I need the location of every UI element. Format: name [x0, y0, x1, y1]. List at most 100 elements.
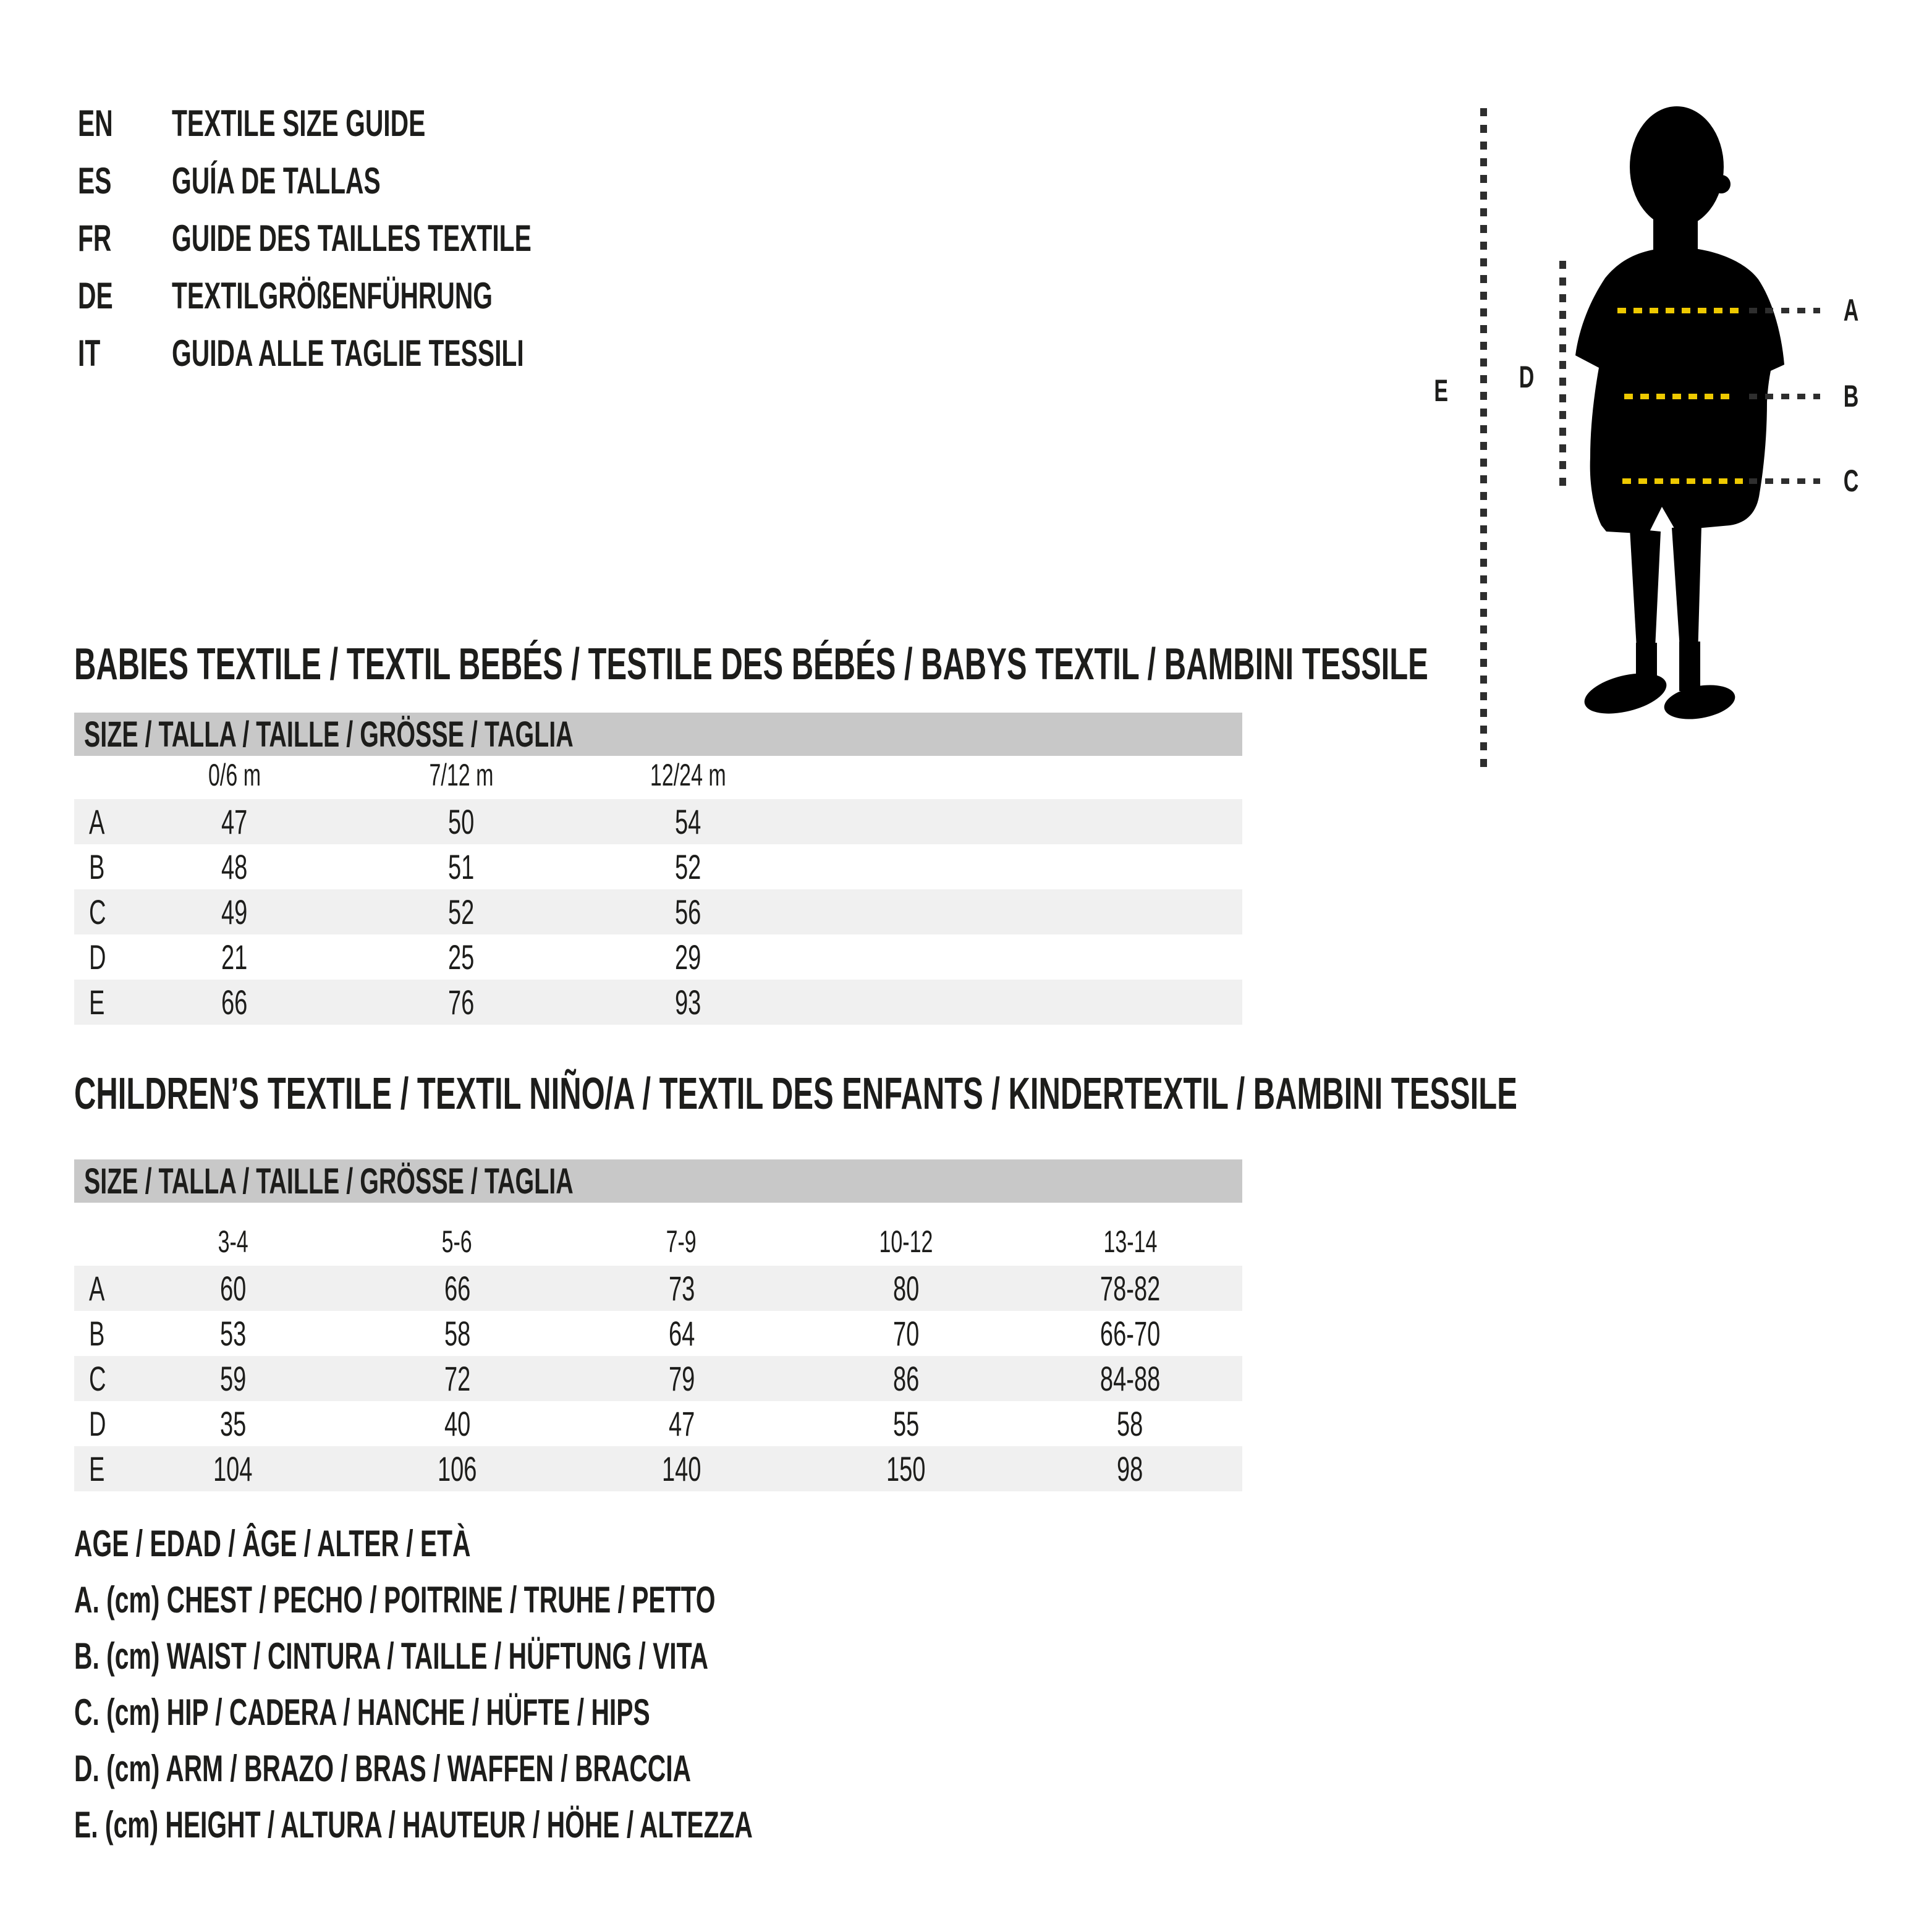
size-cell: 73 — [668, 1269, 695, 1308]
size-cell: 66 — [444, 1269, 470, 1308]
size-cell: 66 — [221, 983, 248, 1022]
size-cell: 59 — [219, 1359, 247, 1398]
size-cell: 51 — [448, 847, 475, 886]
size-cell: 93 — [675, 983, 701, 1022]
measure-label-B: B — [1843, 379, 1859, 413]
table-row: C 49 52 56 — [74, 889, 1242, 934]
legend-chest: A. (cm) CHEST / PECHO / POITRINE / TRUHE… — [74, 1579, 716, 1621]
size-cell: 76 — [448, 983, 475, 1022]
size-cell: 64 — [668, 1314, 695, 1353]
row-label: E — [89, 1449, 105, 1488]
size-cell: 58 — [444, 1314, 470, 1353]
size-cell: 52 — [448, 892, 475, 931]
hip-line-dark — [1749, 478, 1820, 484]
row-label: B — [89, 1314, 105, 1353]
size-cell: 140 — [661, 1449, 701, 1488]
size-cell: 80 — [892, 1269, 919, 1308]
lang-title: TEXTILE SIZE GUIDE — [172, 103, 426, 144]
lang-title: GUIDE DES TAILLES TEXTILE — [172, 218, 532, 259]
waist-line-dark — [1749, 394, 1820, 399]
legend-height: E. (cm) HEIGHT / ALTURA / HAUTEUR / HÖHE… — [74, 1804, 753, 1845]
size-cell: 52 — [675, 847, 701, 886]
table-row: B 48 51 52 — [74, 844, 1242, 889]
size-cell: 49 — [221, 892, 248, 931]
size-cell: 66-70 — [1099, 1314, 1161, 1353]
column-header: 10-12 — [879, 1224, 933, 1259]
lang-code: EN — [78, 103, 113, 144]
size-cell: 86 — [892, 1359, 919, 1398]
legend-age: AGE / EDAD / ÂGE / ALTER / ETÀ — [74, 1523, 471, 1564]
size-cell: 25 — [448, 938, 475, 977]
table-row: E 66 76 93 — [74, 980, 1242, 1025]
table-row: B 53 58 64 70 66-70 — [74, 1311, 1242, 1356]
size-cell: 98 — [1117, 1449, 1143, 1488]
row-label: C — [89, 892, 106, 931]
size-cell: 54 — [675, 802, 701, 841]
size-cell: 53 — [219, 1314, 247, 1353]
measure-label-D: D — [1519, 360, 1535, 394]
size-cell: 150 — [886, 1449, 926, 1488]
row-label: D — [89, 1404, 106, 1443]
column-header: 5-6 — [442, 1224, 473, 1259]
children-column-headers: 3-4 5-6 7-9 10-12 13-14 — [74, 1203, 1242, 1266]
lang-code: FR — [78, 218, 112, 259]
size-cell: 48 — [221, 847, 248, 886]
legend-arm: D. (cm) ARM / BRAZO / BRAS / WAFFEN / BR… — [74, 1748, 692, 1789]
size-cell: 84-88 — [1099, 1359, 1161, 1398]
children-size-table: SIZE / TALLA / TAILLE / GRÖSSE / TAGLIA … — [74, 1159, 1242, 1491]
table-row: D 21 25 29 — [74, 934, 1242, 980]
size-cell: 60 — [219, 1269, 247, 1308]
size-cell: 106 — [438, 1449, 477, 1488]
row-label: B — [89, 847, 105, 886]
size-cell: 55 — [892, 1404, 919, 1443]
size-cell: 47 — [668, 1404, 695, 1443]
size-cell: 104 — [213, 1449, 253, 1488]
lang-code: DE — [78, 275, 113, 316]
lang-code: ES — [78, 160, 112, 201]
row-label: D — [89, 938, 106, 977]
column-header: 3-4 — [218, 1224, 248, 1259]
babies-size-header-bar: SIZE / TALLA / TAILLE / GRÖSSE / TAGLIA — [74, 713, 1242, 756]
table-row: D 35 40 47 55 58 — [74, 1401, 1242, 1446]
size-cell: 79 — [668, 1359, 695, 1398]
column-header: 0/6 m — [208, 758, 261, 792]
chest-line-dark — [1749, 308, 1820, 313]
lang-title: GUIDA ALLE TAGLIE TESSILI — [172, 333, 524, 374]
size-cell: 35 — [219, 1404, 247, 1443]
size-cell: 56 — [675, 892, 701, 931]
row-label: A — [89, 1269, 105, 1308]
babies-column-headers: 0/6 m 7/12 m 12/24 m — [74, 756, 1242, 799]
size-cell: 78-82 — [1099, 1269, 1161, 1308]
size-cell: 40 — [444, 1404, 470, 1443]
column-header: 12/24 m — [650, 758, 726, 792]
measure-label-A: A — [1843, 293, 1859, 328]
row-label: C — [89, 1359, 106, 1398]
lang-code: IT — [78, 333, 101, 374]
height-measure-line-E — [1480, 108, 1487, 769]
measure-label-E: E — [1434, 373, 1449, 408]
size-cell: 58 — [1117, 1404, 1143, 1443]
column-header: 7/12 m — [429, 758, 494, 792]
table-row: E 104 106 140 150 98 — [74, 1446, 1242, 1491]
table-row: A 60 66 73 80 78-82 — [74, 1266, 1242, 1311]
babies-size-table: SIZE / TALLA / TAILLE / GRÖSSE / TAGLIA … — [74, 713, 1242, 1025]
arm-measure-line-D — [1559, 261, 1566, 488]
chest-line-yellow — [1617, 308, 1740, 313]
size-cell: 70 — [892, 1314, 919, 1353]
hip-line-yellow — [1622, 478, 1743, 484]
waist-line-yellow — [1624, 394, 1737, 399]
lang-title: GUÍA DE TALLAS — [172, 160, 381, 201]
column-header: 13-14 — [1103, 1224, 1158, 1259]
size-cell: 21 — [221, 938, 248, 977]
child-silhouette — [1575, 106, 1784, 719]
legend-hip: C. (cm) HIP / CADERA / HANCHE / HÜFTE / … — [74, 1692, 650, 1733]
column-header: 7-9 — [666, 1224, 697, 1259]
legend-waist: B. (cm) WAIST / CINTURA / TAILLE / HÜFTU… — [74, 1635, 709, 1677]
size-cell: 47 — [221, 802, 248, 841]
size-cell: 29 — [675, 938, 701, 977]
table-row: C 59 72 79 86 84-88 — [74, 1356, 1242, 1401]
table-row: A 47 50 54 — [74, 799, 1242, 844]
row-label: A — [89, 802, 105, 841]
lang-title: TEXTILGRÖßENFÜHRUNG — [172, 275, 493, 316]
size-cell: 72 — [444, 1359, 470, 1398]
